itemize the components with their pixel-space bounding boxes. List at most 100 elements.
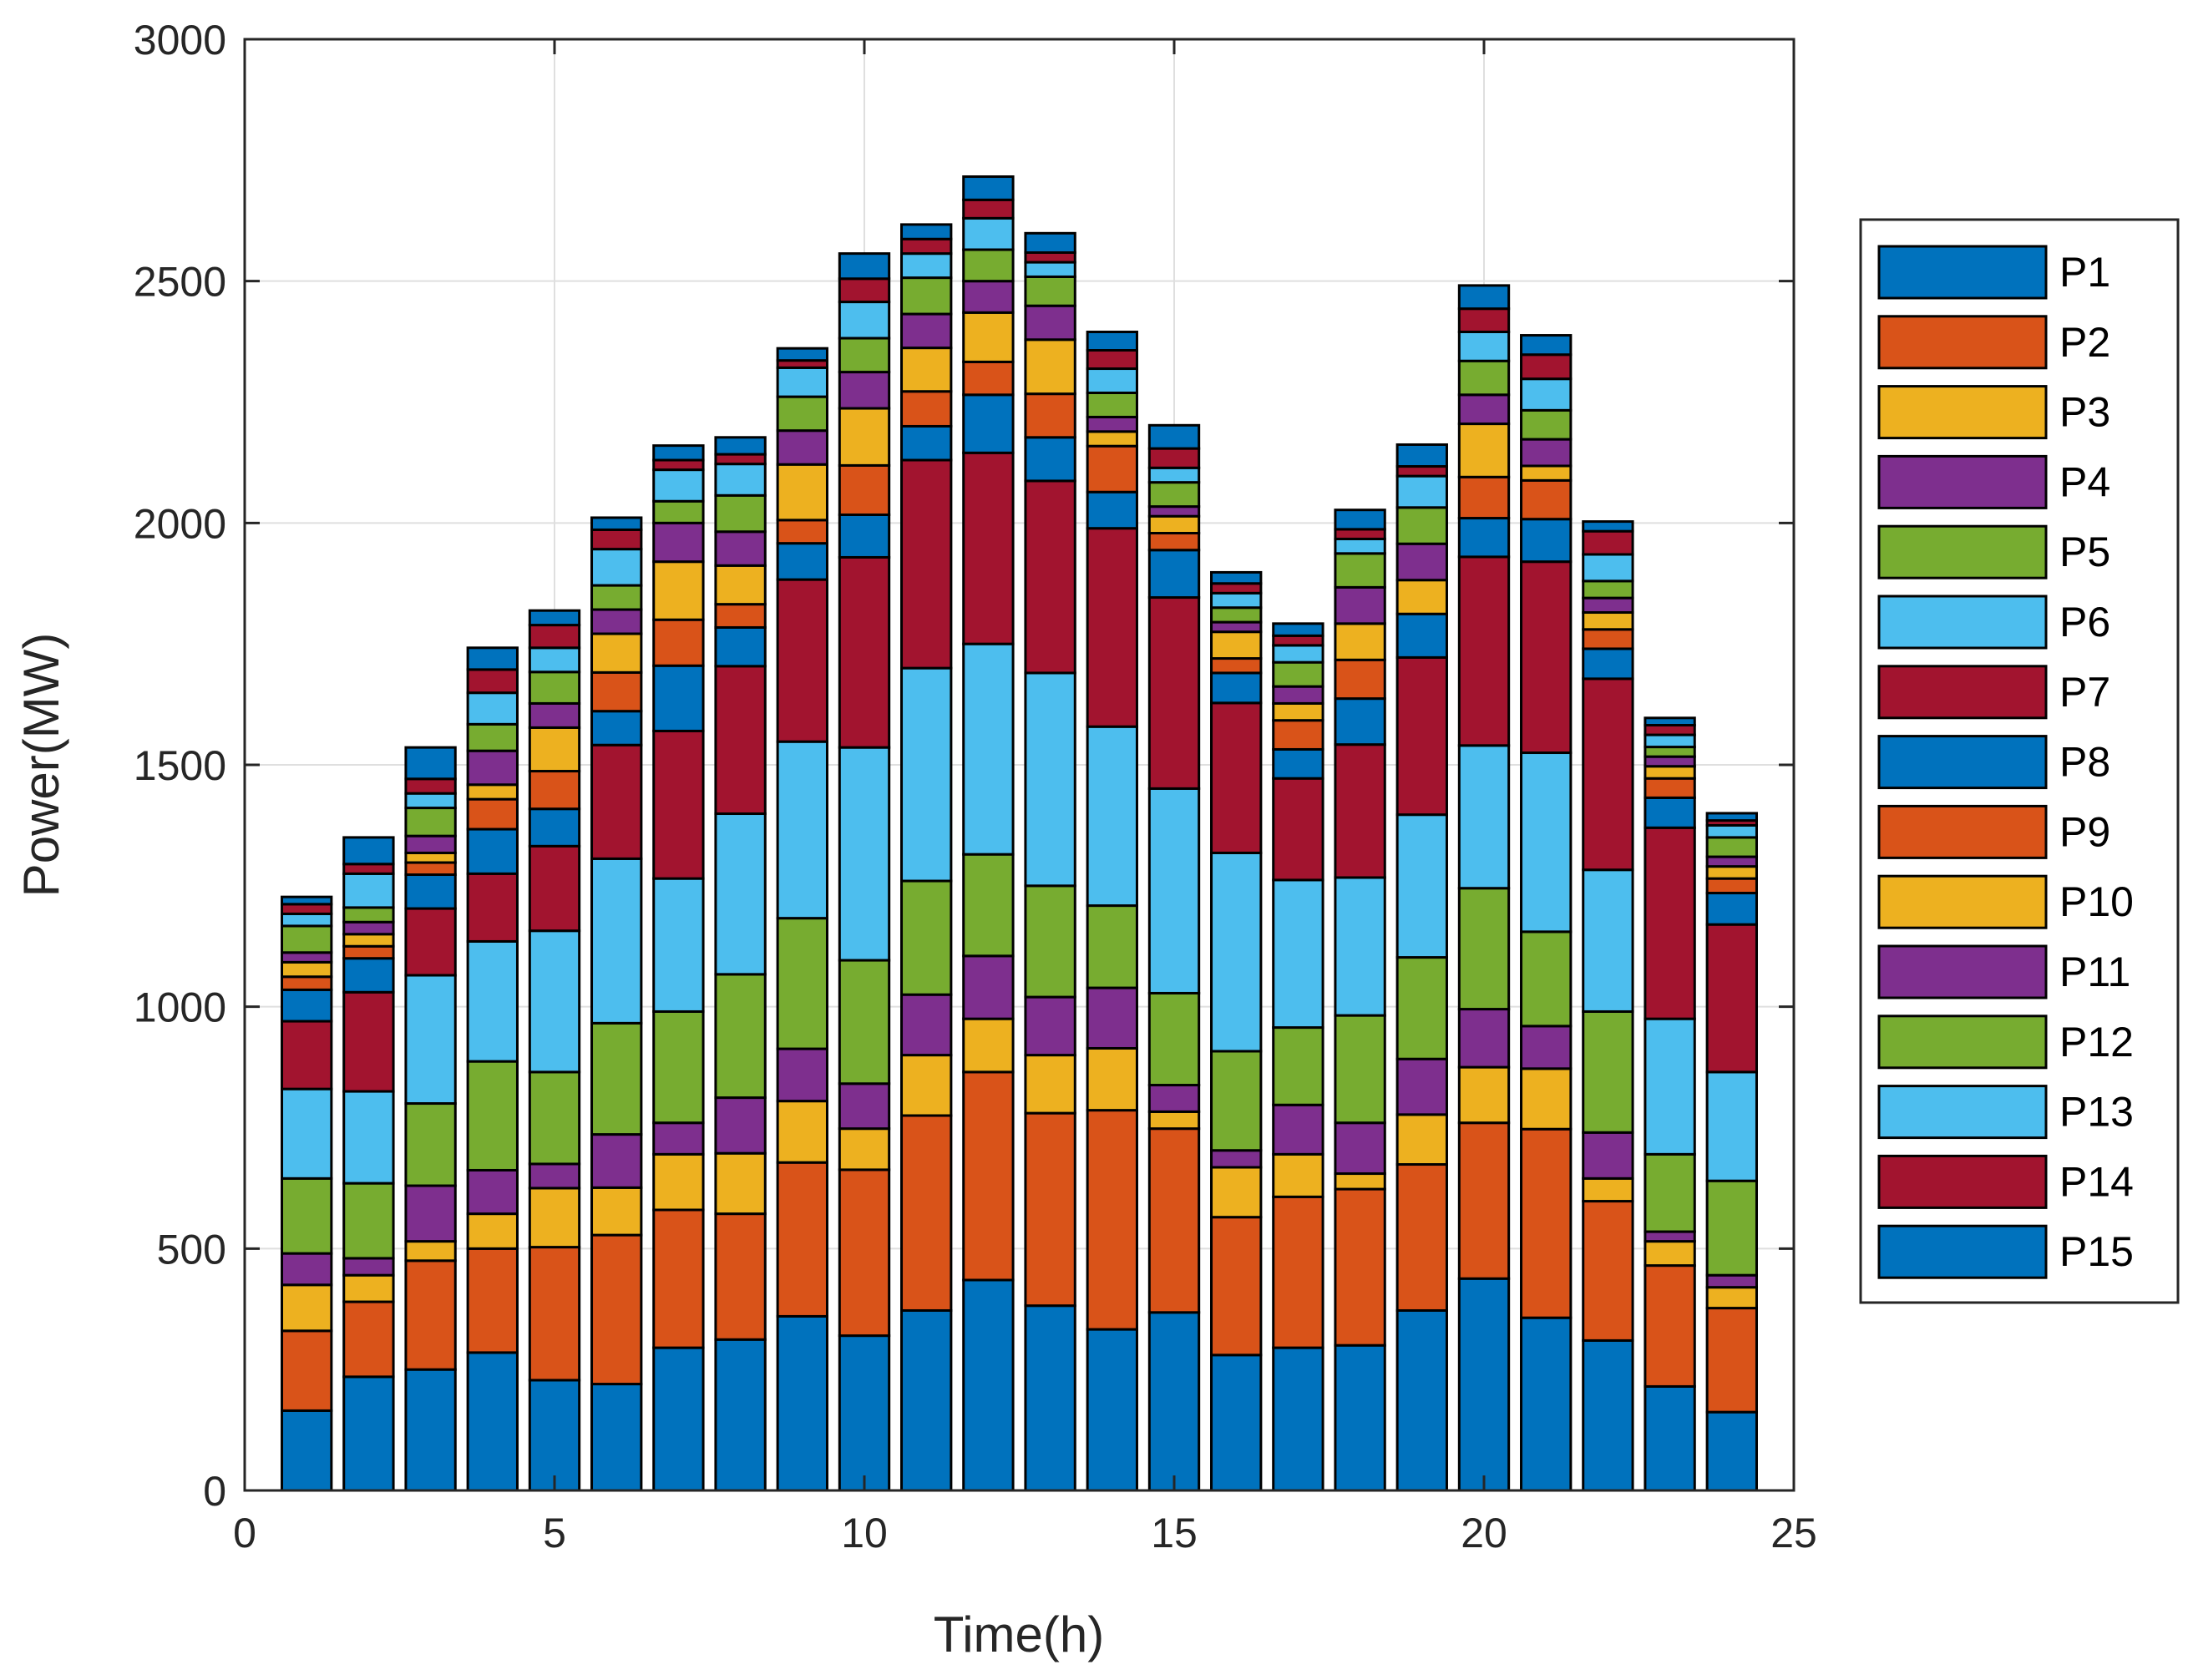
bar-segment-p15-t23: [1644, 716, 1696, 726]
bar-segment-p3-t11: [900, 1054, 953, 1117]
bar-segment-p3-t23: [1644, 1240, 1696, 1268]
bar-segment-p11-t20: [1457, 393, 1511, 426]
bar-segment-p11-t6: [590, 608, 643, 635]
bar-segment-p9-t5: [528, 770, 581, 811]
bar-segment-p5-t16: [1210, 1050, 1263, 1152]
bar-segment-p15-t12: [962, 175, 1015, 201]
bar-segment-p4-t6: [590, 1133, 643, 1189]
bar-segment-p9-t17: [1272, 719, 1324, 751]
bar-segment-p11-t14: [1086, 415, 1138, 433]
bar-segment-p11-t1: [281, 951, 333, 964]
bar-segment-p14-t10: [838, 277, 891, 304]
legend-label-p9: P9: [2059, 808, 2110, 855]
legend-swatch-p2: [1877, 315, 2048, 370]
bar-segment-p1-t2: [342, 1375, 395, 1492]
bar-segment-p15-t19: [1395, 443, 1448, 468]
bar-segment-p5-t20: [1457, 887, 1511, 1011]
bar-segment-p13-t22: [1582, 553, 1634, 583]
bar-segment-p14-t13: [1024, 250, 1076, 264]
bar-segment-p4-t3: [404, 1184, 457, 1243]
bar-segment-p3-t2: [342, 1273, 395, 1303]
bar-segment-p9-t16: [1210, 657, 1263, 675]
legend-label-p4: P4: [2059, 458, 2110, 505]
bar-segment-p2-t7: [652, 1208, 705, 1349]
bar-segment-p1-t5: [528, 1379, 581, 1492]
x-tick-label: 20: [1461, 1510, 1507, 1556]
bar-segment-p14-t21: [1520, 353, 1573, 381]
bar-segment-p3-t14: [1086, 1046, 1138, 1112]
bar-segment-p7-t16: [1210, 701, 1263, 854]
y-tick-label: 2500: [134, 259, 226, 306]
legend-label-p8: P8: [2059, 739, 2110, 786]
x-tick-label: 25: [1770, 1510, 1817, 1556]
bar-segment-p1-t17: [1272, 1346, 1324, 1492]
bar-segment-p11-t17: [1272, 685, 1324, 705]
bar-segment-p3-t7: [652, 1152, 705, 1212]
bar-segment-p10-t8: [714, 564, 767, 606]
bar-segment-p7-t10: [838, 555, 891, 749]
bar-segment-p4-t4: [466, 1168, 519, 1216]
bar-segment-p14-t1: [281, 903, 333, 915]
legend-swatch-p15: [1877, 1224, 2048, 1279]
bar-segment-p14-t18: [1334, 528, 1386, 540]
bar-segment-p4-t24: [1705, 1273, 1758, 1289]
bar-segment-p5-t5: [528, 1070, 581, 1166]
bar-segment-p10-t9: [776, 463, 828, 522]
y-tick-label: 1500: [134, 742, 226, 789]
bar-segment-p13-t21: [1520, 377, 1573, 412]
bar-segment-p14-t23: [1644, 723, 1696, 736]
bar-segment-p10-t15: [1147, 514, 1201, 534]
bar-segment-p5-t13: [1024, 884, 1076, 999]
bar-segment-p10-t10: [838, 407, 891, 467]
bar-segment-p4-t21: [1520, 1025, 1573, 1070]
bar-segment-p9-t21: [1520, 478, 1573, 521]
bar-segment-p6-t13: [1024, 671, 1076, 888]
legend-label-p6: P6: [2059, 599, 2110, 645]
bar-segment-p3-t15: [1147, 1110, 1201, 1131]
bar-segment-p10-t18: [1334, 622, 1386, 661]
bar-segment-p9-t12: [962, 360, 1015, 397]
bar-segment-p13-t20: [1457, 330, 1511, 362]
bar-segment-p11-t7: [652, 521, 705, 564]
bar-segment-p8-t11: [900, 424, 953, 462]
bar-segment-p1-t20: [1457, 1277, 1511, 1492]
legend-swatch-p5: [1877, 524, 2048, 579]
bar-segment-p3-t12: [962, 1017, 1015, 1074]
bar-segment-p13-t13: [1024, 261, 1076, 278]
bar-segment-p5-t15: [1147, 991, 1201, 1087]
bar-segment-p1-t10: [838, 1334, 891, 1492]
bar-segment-p15-t18: [1334, 509, 1386, 531]
bar-segment-p8-t1: [281, 988, 333, 1023]
bar-segment-p8-t19: [1395, 612, 1448, 659]
bar-segment-p9-t9: [776, 519, 828, 545]
bar-segment-p6-t18: [1334, 876, 1386, 1017]
bar-segment-p12-t22: [1582, 579, 1634, 600]
bar-segment-p9-t10: [838, 463, 891, 516]
bar-segment-p10-t2: [342, 933, 395, 948]
bar-segment-p15-t7: [652, 444, 705, 462]
legend-label-p1: P1: [2059, 249, 2110, 296]
bar-segment-p10-t21: [1520, 464, 1573, 482]
bar-segment-p11-t16: [1210, 620, 1263, 634]
bar-segment-p12-t19: [1395, 506, 1448, 545]
bar-segment-p6-t17: [1272, 878, 1324, 1030]
bar-segment-p9-t1: [281, 975, 333, 991]
bar-segment-p9-t22: [1582, 628, 1634, 650]
bar-segment-p13-t11: [900, 252, 953, 280]
bar-segment-p8-t5: [528, 807, 581, 848]
bar-segment-p5-t8: [714, 973, 767, 1100]
bar-segment-p2-t13: [1024, 1111, 1076, 1308]
bar-segment-p3-t9: [776, 1100, 828, 1164]
bar-segment-p13-t4: [466, 691, 519, 726]
bar-segment-p2-t4: [466, 1247, 519, 1354]
legend-swatch-p3: [1877, 385, 2048, 440]
legend-swatch-p13: [1877, 1085, 2048, 1140]
bar-segment-p14-t20: [1457, 307, 1511, 333]
bar-segment-p11-t15: [1147, 505, 1201, 518]
bar-segment-p7-t4: [466, 872, 519, 943]
bar-segment-p4-t20: [1457, 1008, 1511, 1069]
bar-segment-p5-t19: [1395, 956, 1448, 1060]
bar-segment-p10-t4: [466, 783, 519, 801]
bar-segment-p7-t22: [1582, 677, 1634, 872]
bar-segment-p11-t3: [404, 834, 457, 854]
